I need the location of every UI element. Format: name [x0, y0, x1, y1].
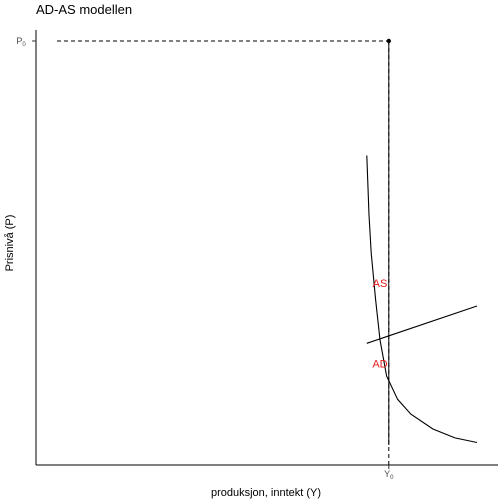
plot-area: AS AD P0 Y0	[16, 30, 498, 481]
series-label-ad: AD	[372, 358, 387, 370]
y-tick-label: P0	[16, 36, 26, 48]
series-line-as	[366, 305, 478, 344]
y-axis-label: Prisnivå (P)	[4, 215, 16, 272]
x-tick-label: Y0	[384, 469, 394, 481]
x-axis-label: produksjon, inntekt (Y)	[211, 487, 321, 499]
equilibrium-point	[386, 38, 391, 44]
series-line-ad	[366, 155, 478, 444]
series-label-as: AS	[373, 278, 388, 290]
chart-title: AD-AS modellen	[36, 2, 132, 17]
